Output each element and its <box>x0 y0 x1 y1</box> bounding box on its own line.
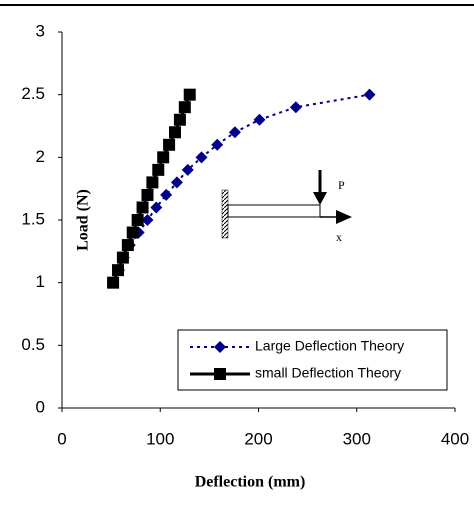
annotation: P <box>338 178 345 192</box>
marker <box>157 151 170 164</box>
marker <box>126 226 139 239</box>
marker <box>136 201 149 214</box>
marker <box>141 188 154 201</box>
y-tick-label: 0 <box>36 397 45 416</box>
marker <box>131 214 144 226</box>
x-tick-label: 400 <box>441 429 469 448</box>
y-tick-label: 1 <box>36 272 45 291</box>
legend-label: small Deflection Theory <box>255 365 401 381</box>
marker <box>107 276 120 289</box>
marker <box>146 176 159 189</box>
marker <box>121 239 134 252</box>
marker <box>195 151 208 164</box>
series-line <box>111 94 192 284</box>
marker <box>181 163 194 176</box>
x-tick-label: 200 <box>244 429 272 448</box>
x-tick-label: 300 <box>343 429 371 448</box>
marker <box>112 264 125 277</box>
marker <box>160 188 173 201</box>
marker <box>363 88 376 101</box>
marker <box>150 201 163 214</box>
legend-label: Large Deflection Theory <box>255 338 404 354</box>
marker <box>178 101 191 114</box>
x-axis-label: Deflection (mm) <box>195 474 306 491</box>
marker <box>141 214 154 226</box>
x-tick-label: 100 <box>146 429 174 448</box>
y-tick-label: 2.5 <box>21 84 45 103</box>
marker <box>170 176 183 189</box>
marker <box>152 163 165 176</box>
marker <box>183 88 196 101</box>
y-tick-label: 3 <box>36 21 45 40</box>
marker <box>163 138 176 151</box>
legend-marker <box>214 368 226 380</box>
marker <box>289 101 302 114</box>
series-line <box>112 93 370 284</box>
marker <box>253 113 266 126</box>
annotation: x <box>336 230 342 244</box>
x-tick-label: 0 <box>57 429 66 448</box>
y-axis-label: Load (N) <box>75 189 92 251</box>
beam-diagram <box>221 170 352 239</box>
marker <box>173 113 186 126</box>
marker <box>116 251 129 264</box>
marker <box>228 126 241 139</box>
y-tick-label: 0.5 <box>21 335 45 354</box>
legend-marker <box>214 341 226 353</box>
y-tick-label: 1.5 <box>21 209 45 228</box>
marker <box>168 126 181 139</box>
marker <box>211 138 224 151</box>
y-tick-label: 2 <box>36 147 45 166</box>
